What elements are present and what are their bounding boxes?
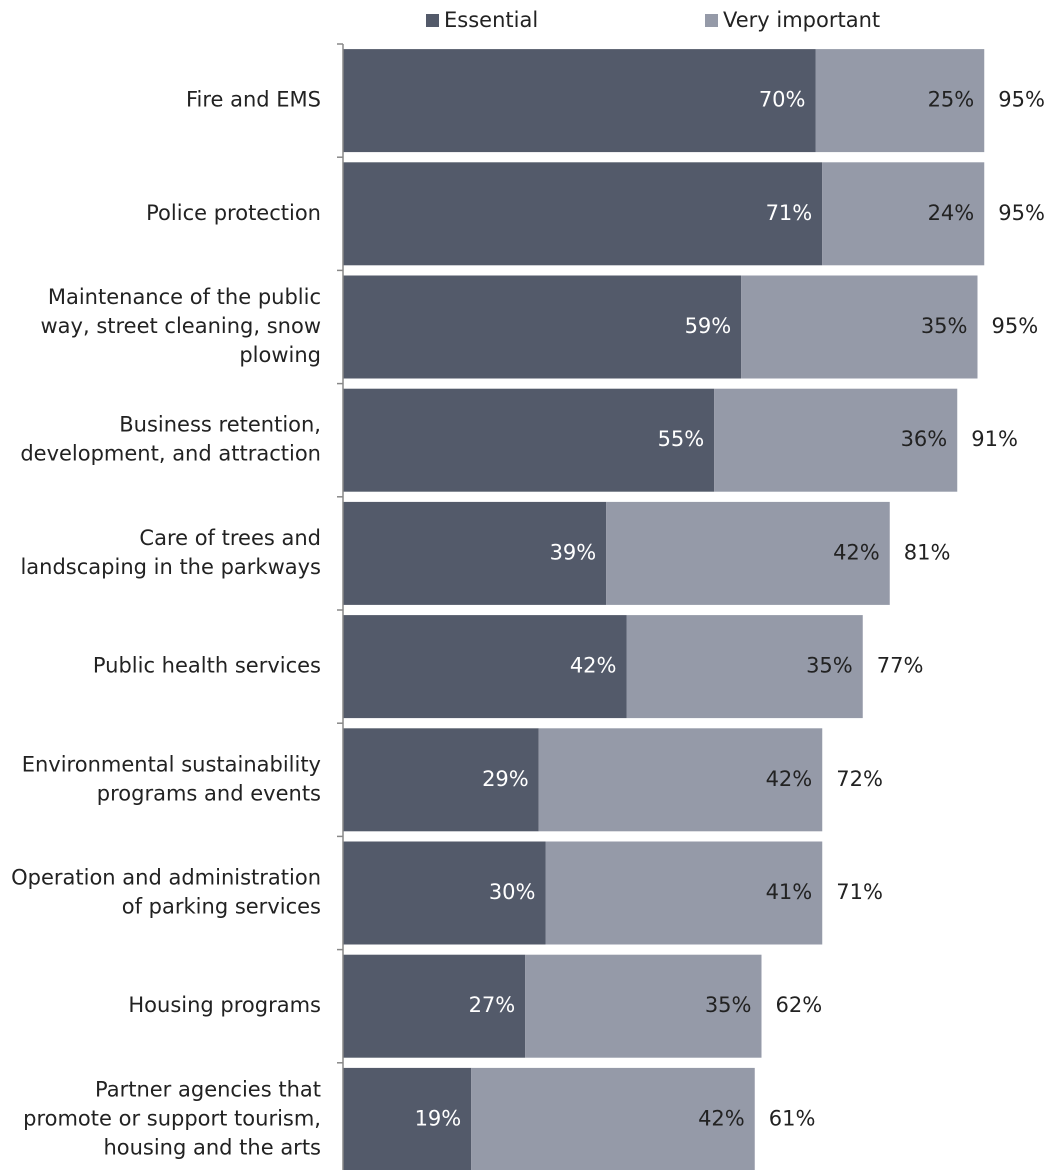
category-label: Housing programs xyxy=(128,993,321,1017)
legend: Essential Very important xyxy=(0,8,1051,40)
category-label: Partner agencies that xyxy=(95,1077,321,1101)
legend-item-essential: Essential xyxy=(426,8,538,32)
bar-essential xyxy=(343,388,715,492)
data-label-very-important: 36% xyxy=(901,427,948,451)
category-label: development, and attraction xyxy=(20,442,321,466)
data-label-total: 72% xyxy=(836,767,883,791)
data-label-very-important: 25% xyxy=(928,88,975,112)
data-label-essential: 71% xyxy=(766,201,813,225)
data-label-total: 95% xyxy=(998,88,1045,112)
category-label: Public health services xyxy=(93,654,321,678)
category-label: of parking services xyxy=(122,895,321,919)
data-label-total: 91% xyxy=(971,427,1018,451)
category-label: Environmental sustainability xyxy=(22,752,321,776)
bar-essential xyxy=(343,1067,472,1170)
data-label-essential: 59% xyxy=(685,314,732,338)
category-label: Business retention, xyxy=(119,413,321,437)
legend-label-essential: Essential xyxy=(444,8,539,32)
data-label-very-important: 42% xyxy=(698,1106,745,1130)
bar-very-important xyxy=(815,49,985,153)
bar-very-important xyxy=(606,501,890,605)
bar-essential xyxy=(343,841,546,945)
category-label: Police protection xyxy=(146,201,321,225)
bar-very-important xyxy=(822,162,985,266)
category-label: housing and the arts xyxy=(103,1135,321,1159)
data-label-essential: 19% xyxy=(415,1106,462,1130)
data-label-total: 81% xyxy=(904,540,951,564)
category-label: Operation and administration xyxy=(11,866,321,890)
data-label-essential: 55% xyxy=(658,427,705,451)
bar-very-important xyxy=(545,841,823,945)
bar-essential xyxy=(343,728,539,832)
bar-very-important xyxy=(538,728,823,832)
bar-essential xyxy=(343,275,742,379)
bar-very-important xyxy=(741,275,978,379)
data-label-essential: 27% xyxy=(469,993,516,1017)
bar-essential xyxy=(343,162,823,266)
legend-label-very-important: Very important xyxy=(723,8,881,32)
data-label-total: 95% xyxy=(992,314,1039,338)
data-label-very-important: 35% xyxy=(705,993,752,1017)
data-label-very-important: 35% xyxy=(806,654,853,678)
data-label-essential: 42% xyxy=(570,654,617,678)
data-label-total: 62% xyxy=(776,993,823,1017)
bar-very-important xyxy=(626,615,863,719)
legend-swatch-very-important xyxy=(705,13,718,27)
bar-very-important xyxy=(471,1067,755,1170)
category-label: plowing xyxy=(239,343,321,367)
data-label-essential: 70% xyxy=(759,88,806,112)
data-label-essential: 29% xyxy=(482,767,529,791)
category-label: landscaping in the parkways xyxy=(20,555,321,579)
data-label-total: 61% xyxy=(769,1106,816,1130)
data-label-very-important: 42% xyxy=(833,540,880,564)
bar-very-important xyxy=(714,388,958,492)
category-label: Care of trees and xyxy=(139,526,321,550)
legend-swatch-essential xyxy=(426,13,439,27)
data-label-essential: 30% xyxy=(489,880,536,904)
data-label-very-important: 35% xyxy=(921,314,968,338)
bar-essential xyxy=(343,501,607,605)
data-label-total: 71% xyxy=(836,880,883,904)
bar-essential xyxy=(343,954,526,1058)
legend-item-very-important: Very important xyxy=(705,8,880,32)
data-label-very-important: 42% xyxy=(766,767,813,791)
category-label: promote or support tourism, xyxy=(23,1106,321,1130)
category-label: programs and events xyxy=(97,781,321,805)
data-label-essential: 39% xyxy=(550,540,597,564)
data-label-total: 77% xyxy=(877,654,924,678)
bar-very-important xyxy=(525,954,762,1058)
category-label: way, street cleaning, snow xyxy=(41,314,322,338)
data-label-very-important: 41% xyxy=(766,880,813,904)
category-label: Maintenance of the public xyxy=(48,285,321,309)
category-label: Fire and EMS xyxy=(186,88,321,112)
data-label-total: 95% xyxy=(998,201,1045,225)
data-label-very-important: 24% xyxy=(928,201,975,225)
bar-essential xyxy=(343,615,627,719)
bar-essential xyxy=(343,49,816,153)
